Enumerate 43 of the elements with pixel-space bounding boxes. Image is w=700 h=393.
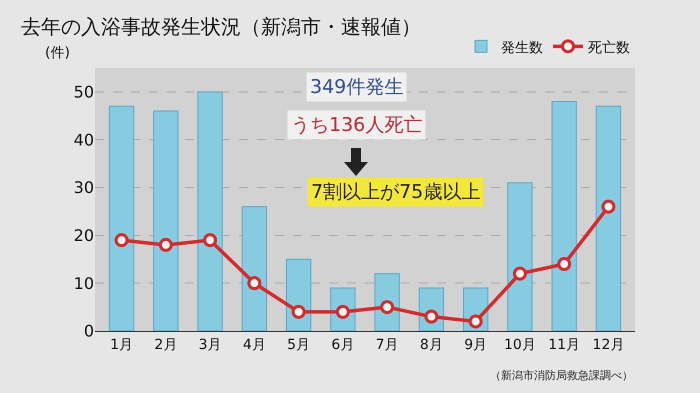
x-tick-label: 9月 [464, 336, 488, 353]
x-tick-label: 11月 [548, 336, 580, 353]
text: （新潟市消防局救急課調べ） [490, 369, 633, 382]
y-axis-title: (件) [45, 45, 70, 61]
x-tick-label: 6月 [331, 336, 354, 353]
point [292, 304, 306, 319]
point [512, 266, 527, 281]
point [601, 200, 616, 214]
y-tick-label: 40 [74, 130, 94, 150]
x-tick-label: 5月 [287, 336, 310, 353]
x-tick-label: 8月 [420, 336, 443, 353]
point [557, 257, 572, 272]
x-tick-label: 4月 [242, 336, 266, 353]
bar [552, 100, 577, 331]
y-tick-label: 10 [74, 274, 94, 293]
point [158, 238, 173, 252]
bar [153, 110, 178, 331]
bar [197, 91, 223, 331]
x-tick-label: 3月 [198, 336, 222, 353]
y-tick-label: 0 [84, 322, 94, 341]
bar [596, 106, 622, 331]
y-tick-label: 50 [74, 82, 94, 102]
chart-title: 去年の入浴事故発生状況（新潟市・速報値） [21, 14, 421, 39]
x-tick-label: 10月 [504, 336, 536, 353]
point [424, 310, 438, 324]
point [247, 276, 262, 290]
point [468, 314, 483, 328]
bar [108, 106, 134, 331]
legend-label: 死亡数 [588, 40, 630, 56]
point [114, 233, 129, 248]
x-tick-label: 1月 [110, 336, 134, 353]
y-tick-label: 20 [74, 226, 94, 245]
bar [507, 182, 533, 331]
y-tick-label: 30 [74, 178, 94, 198]
annotation: 349件発生 [310, 76, 404, 98]
x-tick-label: 2月 [154, 336, 178, 353]
bar [242, 206, 268, 331]
annotation: うち136人死亡 [291, 114, 422, 136]
point [203, 233, 218, 248]
x-tick-label: 12月 [592, 336, 624, 353]
annotation: 7割以上が75歳以上 [311, 181, 480, 203]
legend-label: 発生数 [501, 40, 543, 56]
x-tick-label: 7月 [376, 336, 399, 353]
